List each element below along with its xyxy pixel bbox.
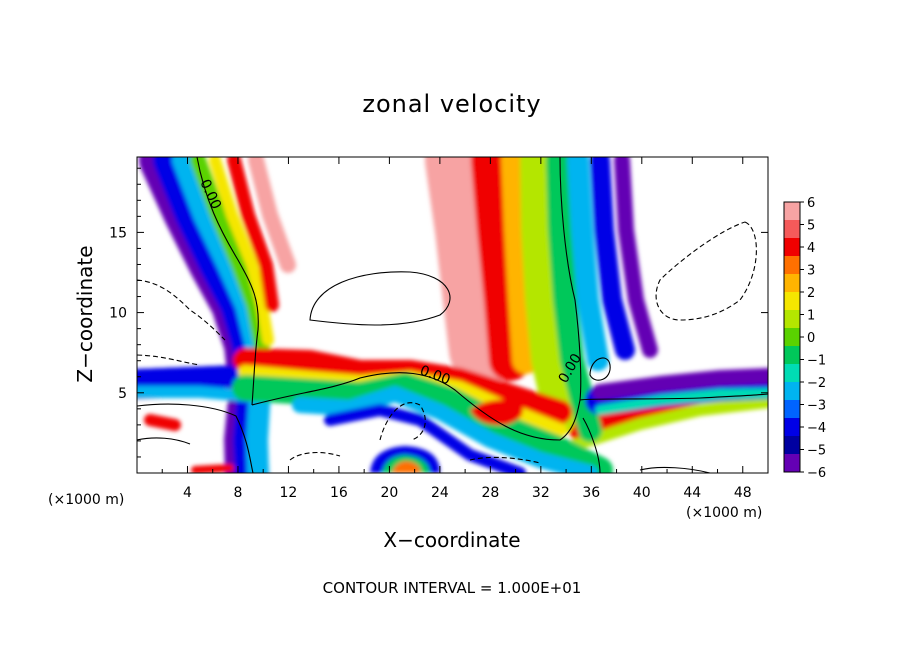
colorbar-tick-label: 5 [807, 219, 815, 234]
colorbar-swatch [784, 310, 800, 329]
contour-line [196, 157, 259, 406]
x-tick-label: 28 [481, 485, 499, 501]
heatmap-band [232, 373, 613, 473]
contour-line [251, 372, 768, 441]
x-tick-label: 4 [183, 485, 192, 501]
contour-lines [137, 157, 768, 473]
x-tick-label: 44 [683, 485, 701, 501]
contour-line [137, 279, 226, 341]
x-tick-label: 40 [633, 485, 651, 501]
colorbar-tick-label: 4 [807, 241, 815, 256]
contour-line [309, 271, 451, 326]
y-tick-label: 5 [118, 386, 127, 402]
contour-line [582, 417, 601, 473]
contour-line [589, 357, 611, 381]
colorbar-swatch [784, 382, 800, 401]
colorbar-tick-label: −6 [807, 466, 826, 481]
heatmap-band [590, 157, 635, 360]
heatmap-band [471, 157, 531, 381]
x-tick-label: 36 [582, 485, 600, 501]
contour-line [379, 402, 426, 441]
heatmap-band [292, 386, 598, 473]
x-unit-label: (×1000 m) [686, 505, 762, 521]
colorbar-tick-label: −5 [807, 444, 826, 459]
x-axis: 4 8 12 16 20 24 28 32 36 40 44 48 [161, 157, 752, 501]
x-tick-label: 12 [280, 485, 298, 501]
colorbar-tick-label: −1 [807, 354, 826, 369]
y-tick-label: 15 [109, 225, 127, 241]
heatmap-band [137, 386, 256, 402]
colorbar-tick-label: −2 [807, 376, 826, 391]
x-tick-label: 32 [532, 485, 550, 501]
colorbar-tick-label: −4 [807, 421, 826, 436]
chart-title: zonal velocity [362, 90, 541, 118]
heatmap-band [190, 157, 270, 353]
x-tick-label: 24 [431, 485, 449, 501]
heatmap-band [137, 365, 251, 391]
heatmap-band [614, 157, 658, 358]
colorbar-tick-label: 3 [807, 264, 815, 279]
contour-line [655, 221, 757, 321]
heatmap-band [501, 157, 540, 374]
y-axis-label: Z−coordinate [73, 245, 97, 382]
x-tick-label: 8 [233, 485, 242, 501]
contour-line [559, 157, 582, 401]
contour-line [137, 354, 201, 366]
heatmap-band [144, 414, 181, 431]
heatmap-band [324, 404, 526, 473]
colorbar-tick-label: 6 [807, 196, 815, 211]
heatmap-field [137, 157, 768, 473]
colorbar-swatch [784, 238, 800, 257]
heatmap-band [569, 396, 768, 451]
colorbar-swatch [784, 400, 800, 419]
heatmap-band [425, 157, 519, 385]
contour-line [289, 451, 341, 461]
colorbar-swatch [784, 292, 800, 311]
y-axis: 5 10 15 [109, 167, 768, 458]
heatmap-band [592, 368, 768, 400]
contour-line [639, 466, 711, 473]
y-tick-label: 10 [109, 306, 127, 322]
x-tick-label: 20 [380, 485, 398, 501]
x-axis-label: X−coordinate [383, 528, 520, 552]
colorbar-tick-label: 0 [807, 331, 815, 346]
heatmap-band [470, 399, 523, 426]
heatmap-band [520, 157, 575, 435]
contour-line [469, 456, 541, 464]
plot-frame [136, 156, 769, 474]
contour-interval-note: CONTOUR INTERVAL = 1.000E+01 [323, 579, 582, 597]
y-unit-label: (×1000 m) [48, 492, 124, 508]
heatmap-band [546, 157, 602, 442]
colorbar-tick-label: 1 [807, 309, 815, 324]
colorbar-tick-label: 2 [807, 286, 815, 301]
contour-line [137, 403, 254, 473]
colorbar-swatch [784, 202, 800, 221]
colorbar-swatch [784, 418, 800, 437]
x-tick-label: 48 [734, 485, 752, 501]
colorbar-swatch [784, 436, 800, 455]
colorbar-swatch [784, 328, 800, 347]
colorbar-swatch [784, 364, 800, 383]
heatmap-band [209, 157, 274, 346]
heatmap-band [227, 157, 279, 312]
colorbar-tick-label: −3 [807, 399, 826, 414]
heatmap-band [392, 461, 421, 473]
colorbar: 6 5 4 3 2 1 0 −1 −2 −3 −4 −5 −6 [783, 196, 826, 481]
heatmap-band [248, 157, 296, 273]
contour-line [137, 437, 191, 445]
colorbar-swatch [784, 274, 800, 293]
colorbar-swatch [784, 256, 800, 275]
colorbar-swatch [784, 454, 800, 473]
heatmap-band [567, 157, 609, 371]
colorbar-swatch [784, 220, 800, 239]
x-tick-label: 16 [330, 485, 348, 501]
heatmap-band [595, 388, 768, 415]
colorbar-swatch [784, 346, 800, 365]
